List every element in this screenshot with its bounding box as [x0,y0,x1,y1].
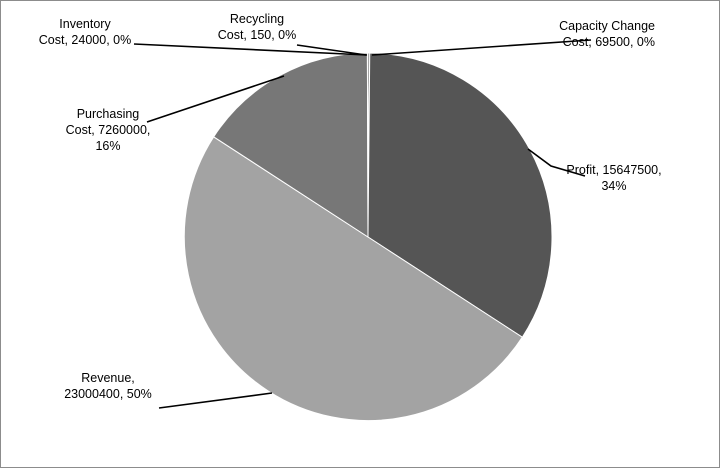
pie-slice-revenue [183,136,524,421]
data-label-purchasing-cost: Purchasing Cost, 7260000, 16% [66,107,151,153]
leader-line-profit [527,148,586,177]
leader-lines [133,39,592,409]
data-label-profit: Profit, 15647500, 34% [566,163,661,193]
pie-slices [183,52,553,421]
data-label-recycling-cost: Recycling Cost, 150, 0% [218,12,297,42]
data-labels: Capacity Change Cost, 69500, 0% Profit, 15… [39,12,662,401]
data-label-inventory-cost: Inventory Cost, 24000, 0% [39,17,131,47]
leader-line-inventory-cost [133,43,368,56]
leader-line-revenue [158,392,273,409]
leader-line-recycling-cost [296,44,367,56]
data-label-capacity-change-cost: Capacity Change Cost, 69500, 0% [559,19,655,49]
leader-line-capacity-change-cost [371,39,592,56]
leader-line-purchasing-cost [146,75,285,123]
data-label-revenue: Revenue, 23000400, 50% [64,371,152,401]
